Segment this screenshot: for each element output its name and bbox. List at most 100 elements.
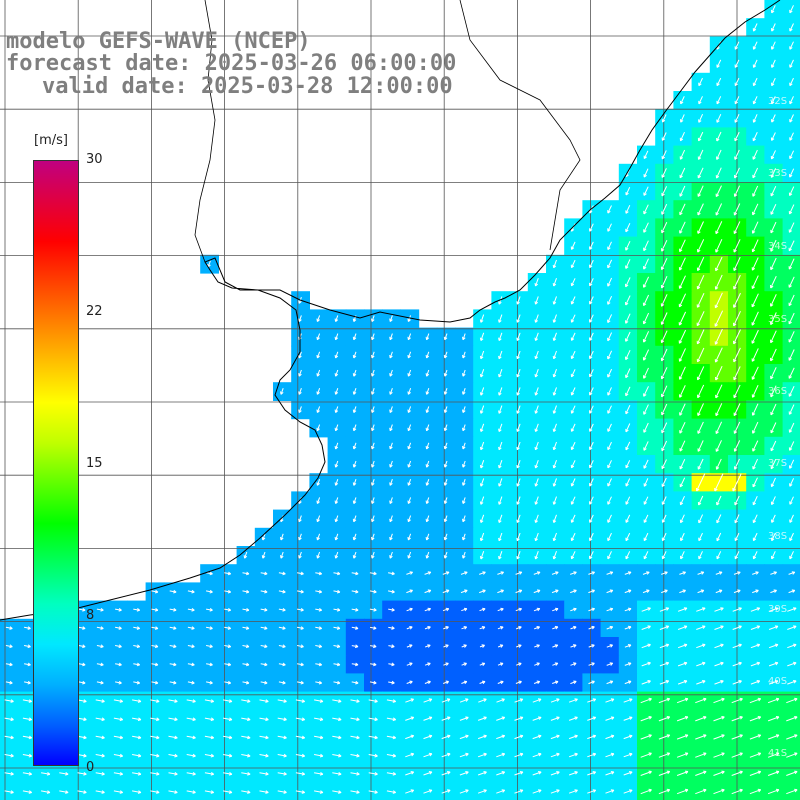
wind-arrow <box>640 752 652 758</box>
wind-arrow-head <box>338 792 342 794</box>
wind-arrow-head <box>649 789 652 793</box>
wind-arrow-head <box>462 500 464 504</box>
wind-arrow <box>371 406 375 413</box>
wind-arrow <box>589 387 594 396</box>
wind-arrow-head <box>228 737 233 740</box>
wind-arrow <box>423 716 433 721</box>
wind-arrow <box>715 347 723 363</box>
wind-arrow <box>351 681 359 684</box>
wind-arrow-head <box>137 719 142 722</box>
wind-arrow <box>389 533 393 541</box>
wind-arrow <box>788 385 795 397</box>
wind-arrow-head <box>721 734 725 738</box>
wind-arrow <box>516 441 521 450</box>
wind-arrow <box>696 680 706 685</box>
wind-arrow <box>770 367 777 380</box>
wind-arrow-head <box>538 753 542 757</box>
wind-arrow <box>678 329 687 344</box>
wind-arrow <box>277 699 287 702</box>
wind-arrow-head <box>136 646 140 649</box>
wind-arrow <box>661 330 668 343</box>
wind-arrow <box>605 698 615 703</box>
wind-arrow-head <box>373 573 377 576</box>
wind-arrow-head <box>334 409 337 413</box>
wind-arrow <box>749 752 761 758</box>
wind-arrow-head <box>703 789 707 793</box>
wind-arrow-head <box>667 734 671 738</box>
wind-arrow <box>423 789 433 794</box>
wind-arrow-head <box>702 662 706 666</box>
wind-arrow <box>426 479 430 486</box>
wind-arrow-head <box>318 682 322 685</box>
wind-arrow <box>750 607 760 612</box>
wind-arrow-head <box>101 719 105 722</box>
wind-arrow-head <box>720 644 724 648</box>
wind-arrow-head <box>407 373 409 377</box>
wind-arrow <box>371 497 375 504</box>
wind-arrow <box>169 626 177 629</box>
wind-arrow <box>749 698 761 704</box>
wind-arrow-head <box>209 628 213 630</box>
wind-arrow-head <box>191 682 195 685</box>
wind-arrow <box>643 222 649 233</box>
wind-arrow-head <box>374 719 378 722</box>
wind-arrow-head <box>247 773 251 776</box>
wind-arrow-head <box>484 771 487 775</box>
wind-arrow <box>278 626 286 629</box>
wind-arrow <box>695 734 707 740</box>
wind-arrow <box>24 663 31 666</box>
wind-arrow-head <box>702 607 706 611</box>
wind-arrow-head <box>667 771 671 775</box>
wind-arrow <box>749 771 761 776</box>
wind-arrow <box>734 495 740 506</box>
wind-arrow-head <box>629 698 633 702</box>
wind-arrow <box>589 423 594 432</box>
wind-arrow-head <box>646 571 650 575</box>
wind-arrow-head <box>629 789 633 793</box>
wind-arrow <box>770 294 777 307</box>
wind-arrow-head <box>282 609 286 612</box>
wind-arrow <box>316 479 321 486</box>
wind-arrow <box>770 203 777 215</box>
wind-arrow <box>752 514 758 523</box>
wind-arrow <box>333 645 340 648</box>
wind-arrow-head <box>119 719 123 722</box>
wind-arrow <box>715 238 723 253</box>
wind-arrow <box>389 315 393 322</box>
wind-arrow <box>206 590 213 593</box>
wind-arrow <box>589 460 594 469</box>
wind-arrow <box>587 789 596 794</box>
wind-arrow <box>262 551 266 559</box>
wind-arrow-head <box>319 755 324 758</box>
wind-arrow-head <box>316 482 318 486</box>
wind-arrow <box>353 442 357 450</box>
wind-arrow <box>132 790 141 793</box>
wind-arrow <box>607 223 612 232</box>
wind-arrow <box>316 497 321 504</box>
wind-arrow-head <box>154 628 159 630</box>
wind-arrow <box>659 607 669 612</box>
wind-arrow <box>335 497 339 504</box>
wind-arrow <box>169 608 177 611</box>
wind-arrow-head <box>737 590 741 593</box>
wind-arrow <box>241 754 251 757</box>
wind-arrow <box>786 716 798 722</box>
wind-arrow <box>607 478 612 487</box>
wind-arrow-head <box>498 556 500 560</box>
wind-arrow-head <box>82 628 86 630</box>
wind-arrow-head <box>389 354 391 359</box>
wind-arrow-head <box>373 609 377 612</box>
wind-arrow-head <box>298 536 300 541</box>
wind-arrow <box>514 771 524 776</box>
wind-arrow <box>768 662 779 667</box>
wind-arrow-head <box>666 644 670 648</box>
wind-arrow-head <box>425 427 428 431</box>
wind-arrow <box>115 608 122 611</box>
wind-arrow <box>407 551 412 559</box>
wind-arrow <box>625 423 631 433</box>
wind-arrow <box>679 440 686 452</box>
wind-arrow <box>623 771 633 776</box>
wind-arrow-head <box>443 518 446 522</box>
wind-arrow <box>532 735 542 740</box>
wind-arrow <box>95 790 105 793</box>
